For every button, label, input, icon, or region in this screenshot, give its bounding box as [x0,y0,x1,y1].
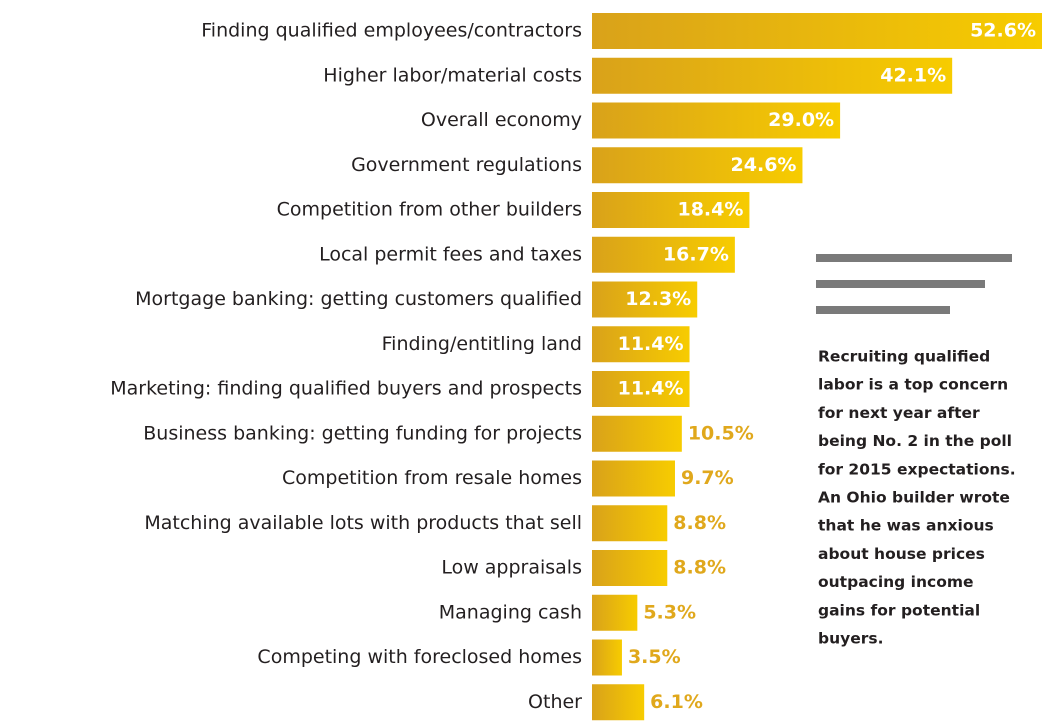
category-label: Finding/entitling land [382,333,582,355]
category-label: Higher labor/material costs [323,64,582,86]
value-label: 11.4% [618,333,684,355]
annotation-line: being No. 2 in the poll [818,432,1012,450]
decor-line [816,306,950,314]
bar [592,102,841,139]
value-label: 10.5% [688,422,754,444]
category-label: Competing with foreclosed homes [257,646,582,668]
annotation-line: for 2015 expectations. [818,460,1016,478]
category-label: Competition from resale homes [282,467,582,489]
value-label: 3.5% [628,646,681,668]
category-label: Business banking: getting funding for pr… [143,422,582,444]
bar [592,236,735,273]
bar [592,281,698,318]
category-label: Managing cash [439,601,582,623]
annotation-line: about house prices [818,545,985,563]
category-label: Local permit fees and taxes [319,243,582,265]
value-label: 5.3% [643,601,696,623]
decor-line [816,254,1012,262]
category-label: Matching available lots with products th… [144,512,582,534]
value-label: 11.4% [618,378,684,400]
annotation-line: for next year after [818,404,980,422]
annotation-line: that he was anxious [818,517,994,535]
bar [592,371,690,407]
category-label: Overall economy [421,109,582,131]
category-label: Mortgage banking: getting customers qual… [135,288,582,310]
annotation-line: gains for potential [818,601,980,619]
value-label: 29.0% [768,109,834,131]
value-label: 18.4% [677,199,743,221]
decor-line [816,280,985,288]
value-label: 52.6% [970,20,1036,42]
value-label: 16.7% [663,243,729,265]
bar [592,505,668,542]
value-label: 24.6% [731,154,797,176]
bar [592,460,675,497]
bar [592,326,690,363]
bar [592,13,1042,49]
bar [592,594,638,631]
value-label: 8.8% [673,512,726,534]
bar [592,550,668,586]
annotation-line: buyers. [818,630,884,648]
annotation-line: outpacing income [818,573,974,591]
annotation-line: Recruiting qualified [818,348,990,366]
value-label: 9.7% [681,467,734,489]
value-label: 12.3% [625,288,691,310]
category-label: Finding qualified employees/contractors [201,20,582,42]
bar [592,639,622,676]
category-label: Low appraisals [441,557,582,579]
bar [592,684,645,721]
category-label: Marketing: finding qualified buyers and … [110,378,582,400]
annotation-line: An Ohio builder wrote [818,489,1010,507]
value-label: 6.1% [650,691,703,713]
bar [592,415,682,452]
bar [592,57,953,94]
bar [592,147,803,184]
category-label: Competition from other builders [277,199,582,221]
value-label: 42.1% [880,64,946,86]
category-label: Government regulations [351,154,582,176]
value-label: 8.8% [673,557,726,579]
bar [592,192,750,228]
annotation-line: labor is a top concern [818,376,1008,394]
category-label: Other [528,691,582,713]
